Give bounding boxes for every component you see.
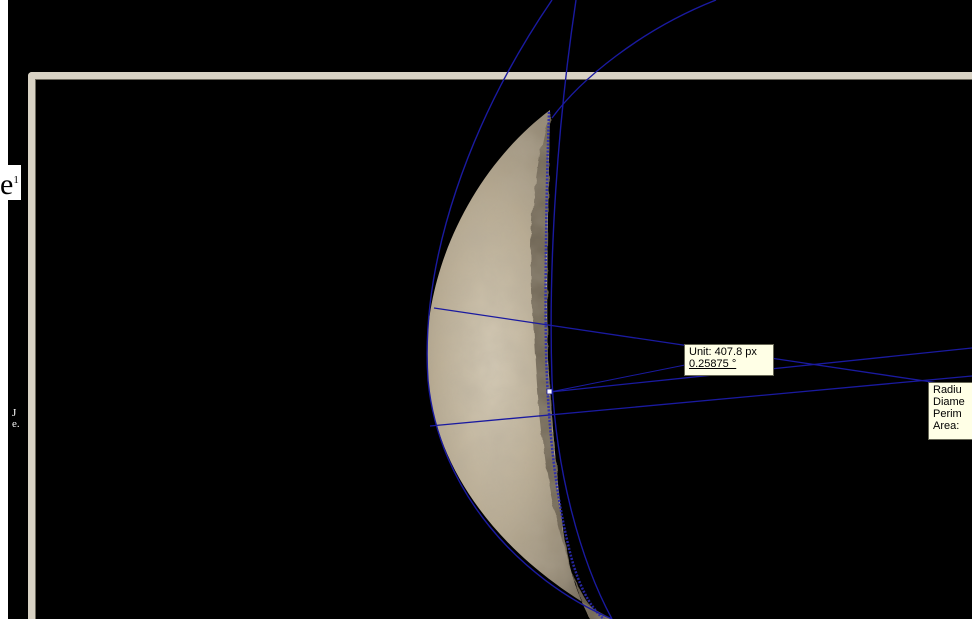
perimeter-text: Perim (933, 408, 962, 420)
moon-surface-texture (426, 110, 612, 619)
left-margin-dark (8, 0, 28, 619)
unit-measurement-label[interactable]: Unit: 407.8 px 0.25875 ° (684, 344, 774, 376)
radius-text: Radiu (933, 384, 962, 396)
cropped-text-fragment-top: e1 (0, 165, 21, 200)
circle-stats-label[interactable]: Radiu Diame Perim Area: (928, 382, 972, 440)
angle-value-text: 0.25875 ° (689, 358, 737, 370)
unit-value-text: Unit: 407.8 px (689, 346, 757, 358)
image-window-frame (28, 72, 972, 619)
unit-label-leader (549, 361, 701, 393)
fit-circle-outer-arc (426, 0, 613, 619)
area-text: Area: (933, 420, 960, 432)
measurement-crosshair-icon[interactable] (546, 388, 553, 395)
diameter-text: Diame (933, 396, 965, 408)
measure-line-lower (429, 375, 972, 427)
cropped-text-fragment-middle: J e. (12, 407, 20, 430)
fit-circle-steep-arc (550, 0, 613, 619)
terminator-edge-trace (544, 111, 605, 619)
fit-circle-upper-arc (551, 0, 717, 119)
